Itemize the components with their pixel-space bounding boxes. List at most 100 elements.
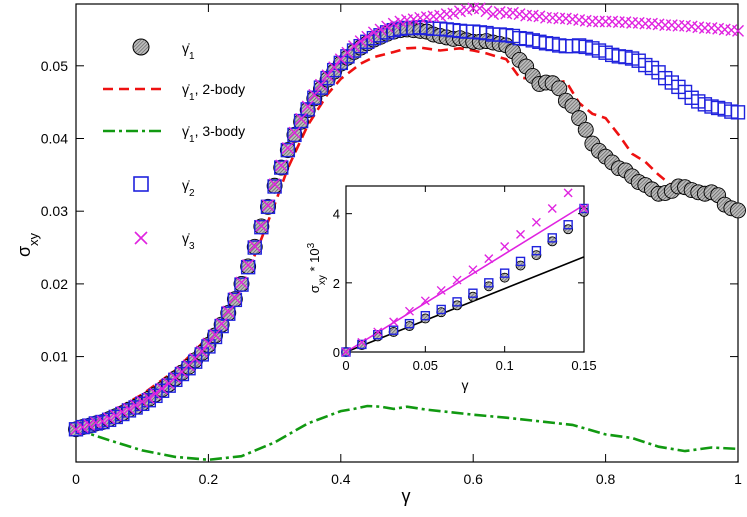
point-gamma_dot_3 [480,5,493,18]
point-gamma_dot_3 [242,258,255,271]
point-gamma_dot_3 [612,16,625,29]
inset-ylabel: σxy * 103 [306,242,328,293]
point-gamma_dot_3 [209,328,222,341]
point-gamma_dot_3 [420,296,430,306]
point-gamma_dot_3 [348,40,361,53]
point-gamma_dot_3 [516,229,526,239]
legend-entry-gamma1: γ̇1 [132,38,195,62]
point-gamma_dot_2 [267,179,282,194]
legend-entry-gamma2: γ̇2 [133,176,195,199]
point-gamma_dot_1 [273,159,290,176]
main-ylabel-sub: xy [26,232,41,246]
point-gamma_dot_1 [404,321,415,332]
legend-label-gamma3: γ̇3 [182,230,195,252]
inset-ylabel-suffix: * 10 [307,248,322,275]
point-gamma_dot_3 [520,9,533,22]
inset-frame [345,185,585,353]
point-gamma_dot_3 [142,392,155,405]
point-gamma_dot_2 [730,105,746,120]
inset-lines [345,204,585,353]
point-gamma_dot_3 [321,69,334,82]
point-gamma_dot_3 [288,126,301,139]
legend-entry-gamma1-2body: γ̇1, 2-body [103,81,245,103]
main-ticks: 0 0.2 0.4 0.6 0.8 1 0.01 0.02 0.03 0.04 0.05 [41,4,742,487]
point-gamma_dot_3 [357,337,367,347]
point-gamma_dot_3 [308,88,321,101]
point-gamma_dot_3 [275,159,288,172]
point-gamma_dot_3 [354,35,367,48]
inset-points [341,188,589,357]
point-gamma_dot_2 [247,240,262,255]
x-tick-label: 0.8 [596,471,616,487]
point-gamma_dot_3 [436,285,446,295]
point-gamma_dot_2 [260,199,276,215]
point-gamma_dot_3 [579,203,589,213]
point-gamma_dot_3 [468,265,478,275]
point-gamma_dot_2 [484,278,494,288]
point-gamma_dot_3 [381,20,394,33]
point-gamma_dot_1 [279,142,296,159]
point-gamma_dot_3 [387,17,400,30]
point-gamma_dot_3 [195,345,208,358]
point-gamma_dot_2 [579,203,589,214]
point-gamma_dot_3 [83,418,96,431]
point-gamma_dot_3 [547,203,557,213]
point-gamma_dot_2 [531,245,542,256]
legend-label-3body: γ̇1, 3-body [182,123,245,145]
point-gamma_dot_3 [473,2,486,15]
point-gamma_dot_3 [639,17,652,30]
y-tick-label: 0.03 [41,203,68,219]
point-gamma_dot_3 [103,412,116,425]
point-gamma_dot_1 [286,126,303,143]
point-gamma_dot_1 [564,97,581,114]
point-gamma_dot_3 [314,78,327,91]
point-gamma_dot_2 [221,306,236,321]
series-line-fit-magenta [345,204,585,353]
point-gamma_dot_2 [468,288,478,298]
point-gamma_dot_3 [500,242,510,252]
point-gamma_dot_2 [547,233,557,243]
point-gamma_dot_3 [367,26,380,39]
main-ylabel: σxy [14,232,41,257]
point-gamma_dot_2 [280,142,296,158]
point-gamma_dot_3 [531,217,541,227]
point-gamma_dot_3 [122,402,135,415]
point-gamma_dot_2 [436,304,446,315]
point-gamma_dot_1 [730,202,746,219]
point-gamma_dot_2 [254,219,269,235]
point-gamma_dot_3 [374,23,387,36]
point-gamma_dot_3 [732,24,744,37]
point-gamma_dot_2 [341,347,351,357]
point-gamma_dot_3 [129,399,142,412]
y-tick-label: 0.04 [41,130,68,146]
point-gamma_dot_3 [215,317,228,330]
series-line-fit-black [345,256,585,353]
point-gamma_dot_3 [116,405,129,418]
point-gamma_dot_3 [484,254,494,264]
x-tick-label: 0.2 [199,471,219,487]
point-gamma_dot_3 [261,199,274,212]
point-gamma_dot_3 [698,21,711,34]
legend-label-2body: γ̇1, 2-body [182,81,245,103]
point-gamma_dot_2 [357,339,367,350]
main-points [68,2,746,438]
x-tick-label: 0.15 [571,358,596,373]
point-gamma_dot_3 [328,61,341,74]
point-gamma_dot_3 [70,423,82,436]
point-gamma_dot_2 [373,330,383,340]
x-tick-label: 0 [72,471,80,487]
point-gamma_dot_3 [76,421,89,434]
point-gamma_dot_2 [227,292,243,308]
point-gamma_dot_3 [389,317,399,327]
point-gamma_dot_3 [268,178,281,191]
legend-cross-marker [134,231,148,245]
point-gamma_dot_3 [626,16,639,29]
point-gamma_dot_3 [156,382,169,395]
y-tick-label: 2 [333,276,340,291]
point-gamma_dot_3 [599,15,612,28]
point-gamma_dot_2 [287,127,302,143]
point-gamma_dot_3 [281,141,294,154]
point-gamma_dot_2 [420,310,431,321]
main-lines [75,46,739,462]
point-gamma_dot_3 [136,395,149,408]
